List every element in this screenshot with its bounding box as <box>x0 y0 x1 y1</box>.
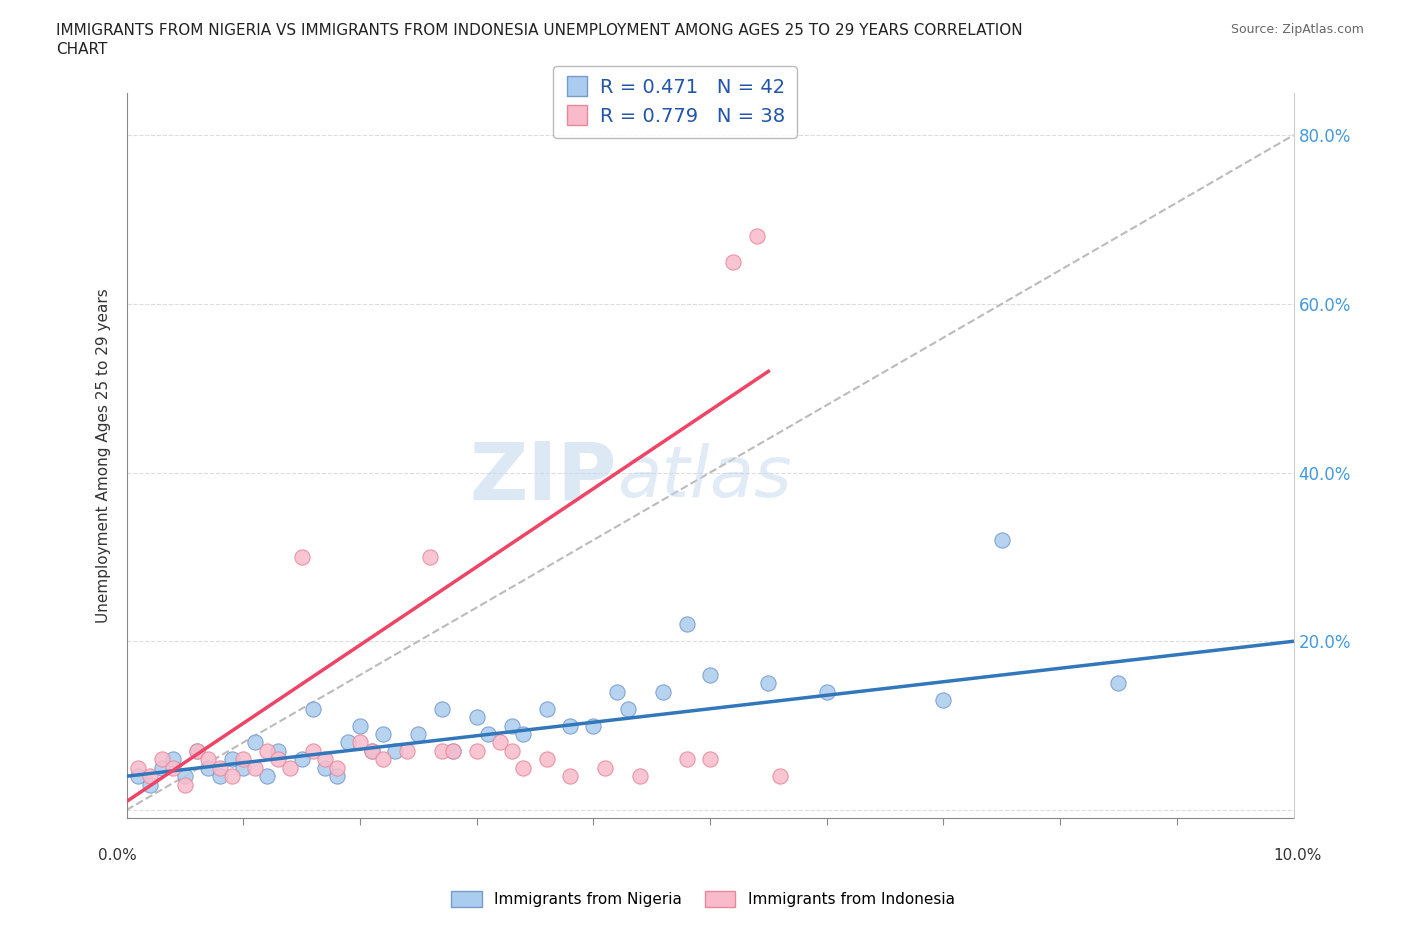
Point <box>675 752 697 767</box>
Point <box>652 684 675 699</box>
Point <box>536 752 558 767</box>
Point <box>606 684 628 699</box>
Point <box>699 752 721 767</box>
Point <box>197 752 219 767</box>
Point <box>290 752 312 767</box>
Text: Source: ZipAtlas.com: Source: ZipAtlas.com <box>1230 23 1364 36</box>
Point <box>1108 676 1130 691</box>
Point <box>408 726 430 741</box>
Text: IMMIGRANTS FROM NIGERIA VS IMMIGRANTS FROM INDONESIA UNEMPLOYMENT AMONG AGES 25 : IMMIGRANTS FROM NIGERIA VS IMMIGRANTS FR… <box>56 23 1024 38</box>
Point <box>256 743 278 758</box>
Point <box>325 769 347 784</box>
Point <box>441 743 464 758</box>
Point <box>325 761 347 776</box>
Point <box>593 761 616 776</box>
Point <box>489 735 512 750</box>
Text: 0.0%: 0.0% <box>98 848 138 863</box>
Point <box>419 550 441 565</box>
Text: ZIP: ZIP <box>470 438 617 516</box>
Point <box>232 752 254 767</box>
Point <box>769 769 792 784</box>
Point <box>628 769 651 784</box>
Point <box>162 752 184 767</box>
Point <box>174 777 197 792</box>
Point <box>815 684 838 699</box>
Y-axis label: Unemployment Among Ages 25 to 29 years: Unemployment Among Ages 25 to 29 years <box>96 288 111 623</box>
Point <box>302 701 325 716</box>
Point <box>139 769 162 784</box>
Point <box>536 701 558 716</box>
Point <box>290 550 312 565</box>
Point <box>349 735 371 750</box>
Text: CHART: CHART <box>56 42 108 57</box>
Point <box>430 743 453 758</box>
Point <box>256 769 278 784</box>
Point <box>430 701 453 716</box>
Point <box>186 743 208 758</box>
Point <box>197 761 219 776</box>
Text: 10.0%: 10.0% <box>1274 848 1322 863</box>
Point <box>302 743 325 758</box>
Point <box>501 718 523 733</box>
Point <box>699 668 721 683</box>
Point <box>477 726 499 741</box>
Point <box>558 718 581 733</box>
Point <box>745 229 768 244</box>
Point <box>243 761 266 776</box>
Point <box>208 761 231 776</box>
Point <box>174 769 197 784</box>
Point <box>162 761 184 776</box>
Point <box>232 761 254 776</box>
Point <box>127 761 149 776</box>
Point <box>384 743 406 758</box>
Point <box>314 761 336 776</box>
Point <box>582 718 605 733</box>
Point <box>349 718 371 733</box>
Point <box>221 752 243 767</box>
Point <box>186 743 208 758</box>
Point <box>208 769 231 784</box>
Point <box>617 701 640 716</box>
Point <box>512 761 534 776</box>
Legend: R = 0.471   N = 42, R = 0.779   N = 38: R = 0.471 N = 42, R = 0.779 N = 38 <box>554 66 797 138</box>
Point <box>314 752 336 767</box>
Point <box>278 761 301 776</box>
Point <box>501 743 523 758</box>
Point <box>675 617 697 631</box>
Point <box>267 752 290 767</box>
Point <box>465 743 488 758</box>
Point <box>932 693 955 708</box>
Point <box>360 743 382 758</box>
Point <box>465 710 488 724</box>
Point <box>373 726 395 741</box>
Point <box>373 752 395 767</box>
Point <box>337 735 360 750</box>
Point <box>441 743 464 758</box>
Legend: Immigrants from Nigeria, Immigrants from Indonesia: Immigrants from Nigeria, Immigrants from… <box>446 884 960 913</box>
Point <box>990 533 1012 548</box>
Text: atlas: atlas <box>617 443 792 512</box>
Point <box>150 752 173 767</box>
Point <box>150 761 173 776</box>
Point <box>243 735 266 750</box>
Point <box>558 769 581 784</box>
Point <box>267 743 290 758</box>
Point <box>139 777 162 792</box>
Point <box>221 769 243 784</box>
Point <box>127 769 149 784</box>
Point <box>360 743 382 758</box>
Point <box>395 743 418 758</box>
Point <box>756 676 779 691</box>
Point <box>512 726 534 741</box>
Point <box>723 254 745 269</box>
